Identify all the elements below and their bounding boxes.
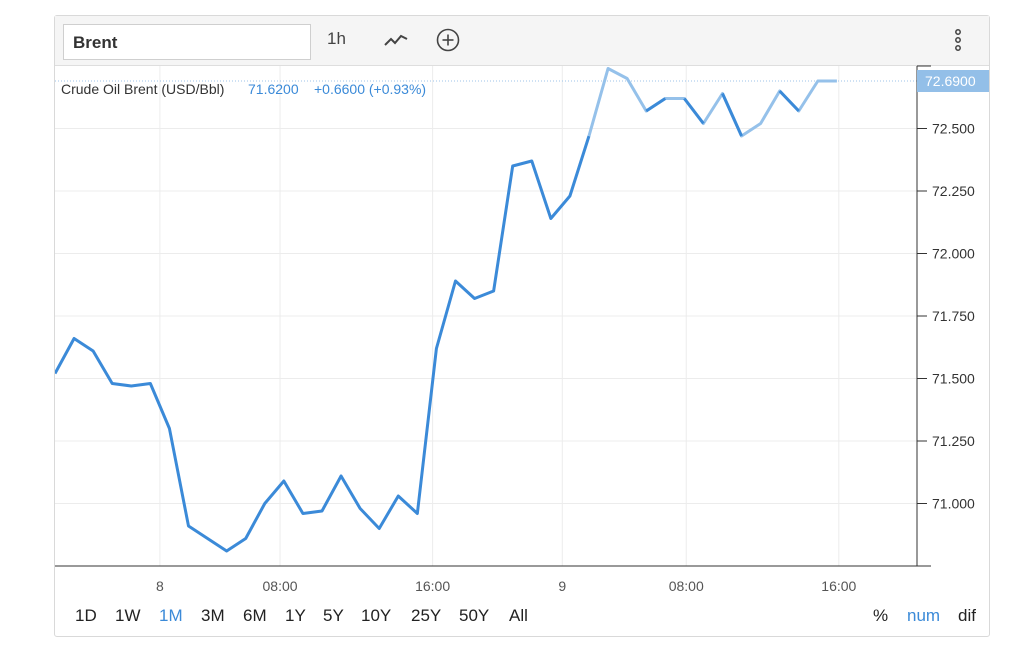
mode-percent[interactable]: % [873, 606, 889, 625]
series-line-path-recent [587, 67, 837, 138]
price-chart: 8 08:00 16:00 9 08:00 16:00 71.000 71.250 71.50… [55, 65, 989, 594]
range-3m[interactable]: 3M [201, 606, 225, 625]
range-all[interactable]: All [509, 606, 528, 625]
range-1m[interactable]: 1M [159, 606, 183, 625]
mode-dif[interactable]: dif [958, 606, 976, 625]
legend-change: +0.6600 (+0.93%) [314, 81, 426, 97]
chart-widget: Brent 1h 8 08:00 16:00 9 08:00 16:00 71.000 71… [54, 15, 990, 637]
x-tick-label: 9 [558, 578, 566, 594]
range-1w[interactable]: 1W [115, 606, 141, 625]
mode-num[interactable]: num [907, 606, 941, 625]
add-circle-icon[interactable] [435, 27, 461, 53]
y-tick-label: 71.750 [932, 308, 975, 324]
y-tick-label: 71.250 [932, 433, 975, 449]
interval-selector[interactable]: 1h [327, 29, 346, 48]
range-1d[interactable]: 1D [75, 606, 97, 625]
x-tick-label: 08:00 [263, 578, 298, 594]
series-line [55, 67, 837, 553]
series-line-path [55, 135, 591, 553]
price-tag: 72.6900 [917, 70, 989, 92]
toolbar: Brent 1h [55, 16, 989, 66]
x-tick-label: 8 [156, 578, 164, 594]
series-line-segment [683, 97, 705, 125]
series-line-segment [778, 89, 800, 113]
series-line-segment [721, 92, 743, 137]
range-10y[interactable]: 10Y [361, 606, 392, 625]
y-tick-label: 71.000 [932, 496, 975, 512]
legend-price: 71.6200 [248, 81, 299, 97]
x-tick-label: 16:00 [415, 578, 450, 594]
range-1y[interactable]: 1Y [285, 606, 306, 625]
y-tick-label: 72.250 [932, 183, 975, 199]
x-tick-label: 16:00 [821, 578, 856, 594]
y-tick-label: 72.000 [932, 246, 975, 262]
series-line-segment [645, 97, 667, 113]
symbol-input[interactable]: Brent [63, 24, 311, 60]
range-6m[interactable]: 6M [243, 606, 267, 625]
y-tick-label: 71.500 [932, 371, 975, 387]
y-tick-label: 72.500 [932, 121, 975, 137]
range-25y[interactable]: 25Y [411, 606, 442, 625]
range-5y[interactable]: 5Y [323, 606, 344, 625]
line-chart-icon[interactable] [383, 30, 409, 50]
legend-name: Crude Oil Brent (USD/Bbl) [61, 81, 224, 97]
more-vertical-icon[interactable] [953, 28, 963, 54]
range-50y[interactable]: 50Y [459, 606, 490, 625]
x-tick-label: 08:00 [669, 578, 704, 594]
price-tag-label: 72.6900 [925, 73, 976, 89]
